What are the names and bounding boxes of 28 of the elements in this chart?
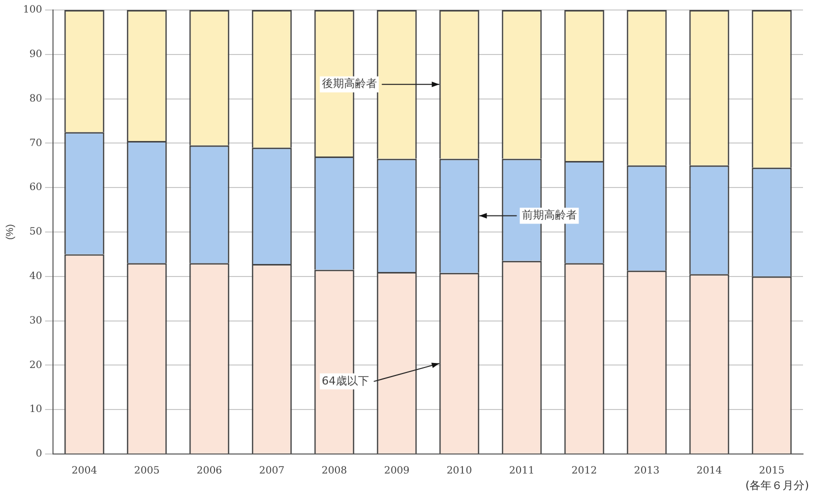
x-tick-label: 2009 [384,466,410,477]
series-label: 前期高齢者 [522,208,577,222]
x-tick-label: 2013 [634,466,660,477]
x-tick-label: 2014 [696,466,722,477]
series-label: 後期高齢者 [322,77,377,90]
y-tick-label: 100 [22,4,42,16]
y-axis-title: (%) [4,224,16,240]
y-tick-label: 80 [29,93,42,104]
text: (各年６月分) [745,478,809,493]
y-tick-label: 60 [29,182,42,194]
x-tick-label: 2006 [196,466,222,477]
y-tick-label: 70 [29,138,42,149]
x-tick-label: 2004 [72,466,98,477]
x-tick-label: 2007 [259,466,285,477]
x-tick-label: 2008 [322,466,348,477]
y-tick-label: 20 [29,360,42,371]
x-tick-label: 2011 [509,466,535,477]
x-tick-label: 2012 [572,466,597,477]
y-tick-label: 50 [29,226,42,238]
x-tick-label: 2005 [134,466,160,477]
y-tick-label: 0 [36,448,42,460]
y-tick-label: 10 [29,404,42,416]
series-label: 64歳以下 [322,374,369,388]
y-tick-label: 40 [29,270,42,282]
x-tick-label: 2015 [759,466,784,477]
y-tick-label: 30 [29,315,42,326]
y-tick-label: 90 [29,48,42,60]
x-tick-label: 2010 [446,466,472,477]
